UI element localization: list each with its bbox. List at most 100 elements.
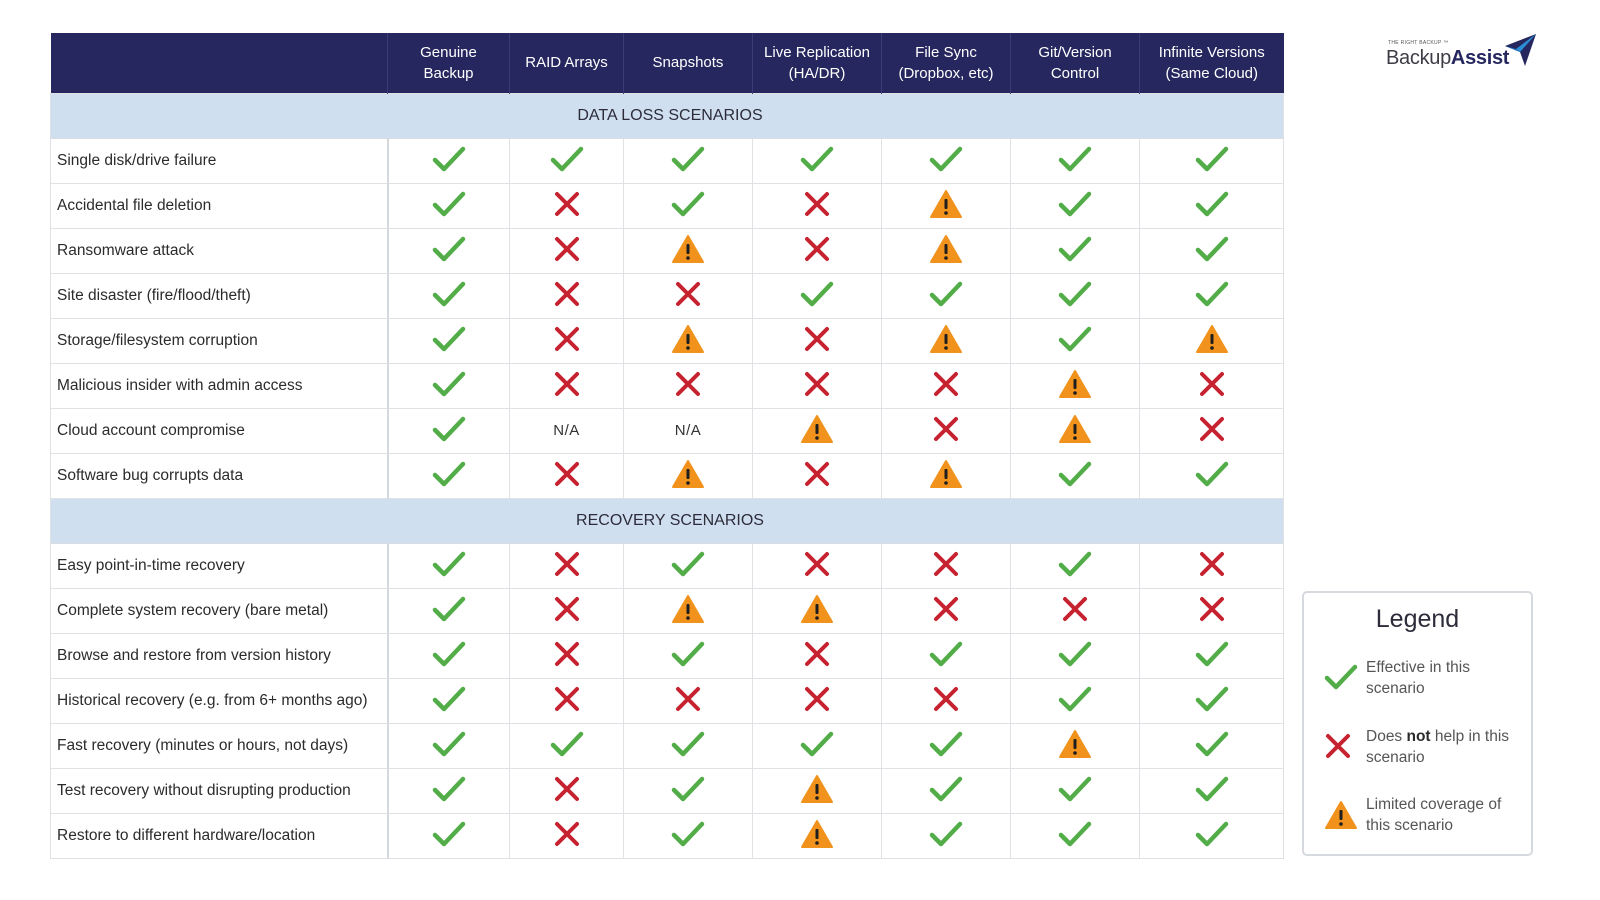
column-header: Genuine Backup	[387, 33, 510, 93]
scenario-label: Complete system recovery (bare metal)	[50, 587, 389, 634]
rating-cell	[881, 587, 1011, 634]
legend-item-effective: Effective in this scenario	[1324, 657, 1524, 703]
cross-icon	[553, 280, 581, 308]
check-icon	[671, 145, 705, 173]
check-icon	[432, 820, 466, 848]
rating-cell	[387, 227, 510, 274]
rating-cell	[752, 407, 882, 454]
section-header-row: RECOVERY SCENARIOS	[50, 497, 1284, 544]
check-icon	[800, 145, 834, 173]
check-icon	[671, 550, 705, 578]
check-icon	[432, 595, 466, 623]
cross-icon	[803, 325, 831, 353]
rating-cell: N/A	[509, 407, 624, 454]
table-row: Site disaster (fire/flood/theft)	[50, 272, 1284, 319]
check-icon	[800, 730, 834, 758]
rating-cell	[881, 542, 1011, 589]
cross-icon	[553, 685, 581, 713]
cross-icon	[932, 370, 960, 398]
rating-cell	[1010, 677, 1140, 724]
rating-cell	[623, 137, 753, 184]
rating-cell	[387, 317, 510, 364]
cross-icon	[553, 595, 581, 623]
rating-cell	[1139, 182, 1284, 229]
logo-tagline: THE RIGHT BACKUP ™	[1388, 40, 1449, 46]
cross-icon	[803, 685, 831, 713]
rating-cell	[623, 677, 753, 724]
scenario-label: Restore to different hardware/location	[50, 812, 389, 859]
check-icon	[1058, 820, 1092, 848]
rating-cell	[881, 452, 1011, 499]
check-icon	[432, 550, 466, 578]
rating-cell	[1139, 317, 1284, 364]
rating-cell	[1010, 182, 1140, 229]
check-icon	[432, 775, 466, 803]
rating-cell	[387, 767, 510, 814]
check-icon	[1058, 640, 1092, 668]
rating-cell	[881, 227, 1011, 274]
check-icon	[432, 235, 466, 263]
warning-icon	[929, 189, 963, 219]
rating-cell	[752, 272, 882, 319]
legend-text-effective: Effective in this scenario	[1366, 657, 1528, 699]
rating-cell	[509, 542, 624, 589]
check-icon	[671, 640, 705, 668]
scenario-label: Fast recovery (minutes or hours, not day…	[50, 722, 389, 769]
scenario-label: Browse and restore from version history	[50, 632, 389, 679]
check-icon	[671, 820, 705, 848]
check-icon	[432, 685, 466, 713]
rating-cell	[1010, 722, 1140, 769]
check-icon	[432, 460, 466, 488]
cross-icon	[553, 370, 581, 398]
check-icon	[671, 190, 705, 218]
rating-cell	[387, 272, 510, 319]
rating-cell	[387, 182, 510, 229]
warning-icon	[800, 594, 834, 624]
rating-cell	[509, 317, 624, 364]
cross-icon	[803, 370, 831, 398]
cross-icon	[932, 415, 960, 443]
check-icon	[1195, 190, 1229, 218]
table-row: Malicious insider with admin access	[50, 362, 1284, 409]
warning-icon	[1324, 800, 1358, 830]
cross-icon	[803, 640, 831, 668]
check-icon	[1324, 663, 1358, 691]
scenario-label: Software bug corrupts data	[50, 452, 389, 499]
cross-icon	[803, 190, 831, 218]
check-icon	[1058, 235, 1092, 263]
check-icon	[1058, 775, 1092, 803]
rating-cell	[387, 722, 510, 769]
check-icon	[432, 145, 466, 173]
check-icon	[929, 145, 963, 173]
check-icon	[1058, 550, 1092, 578]
warning-icon	[1058, 729, 1092, 759]
cross-icon	[553, 820, 581, 848]
check-icon	[671, 730, 705, 758]
cross-icon	[553, 460, 581, 488]
cross-icon	[553, 550, 581, 578]
scenario-label: Storage/filesystem corruption	[50, 317, 389, 364]
rating-cell	[623, 227, 753, 274]
cross-icon	[1198, 370, 1226, 398]
rating-cell	[623, 812, 753, 859]
column-header: Infinite Versions (Same Cloud)	[1139, 33, 1284, 93]
cross-icon	[932, 685, 960, 713]
cross-icon	[1198, 550, 1226, 578]
warning-icon	[800, 819, 834, 849]
rating-cell	[752, 317, 882, 364]
cross-icon	[1061, 595, 1089, 623]
legend-text-limited: Limited coverage of this scenario	[1366, 794, 1528, 836]
rating-cell	[881, 767, 1011, 814]
not-applicable-text: N/A	[553, 422, 580, 439]
rating-cell	[1139, 767, 1284, 814]
rating-cell: N/A	[623, 407, 753, 454]
rating-cell	[1010, 767, 1140, 814]
check-icon	[929, 640, 963, 668]
cross-icon	[553, 325, 581, 353]
check-icon	[1195, 775, 1229, 803]
scenario-label: Accidental file deletion	[50, 182, 389, 229]
check-icon	[1195, 460, 1229, 488]
check-icon	[1058, 460, 1092, 488]
rating-cell	[881, 722, 1011, 769]
section-header-row: DATA LOSS SCENARIOS	[50, 92, 1284, 139]
